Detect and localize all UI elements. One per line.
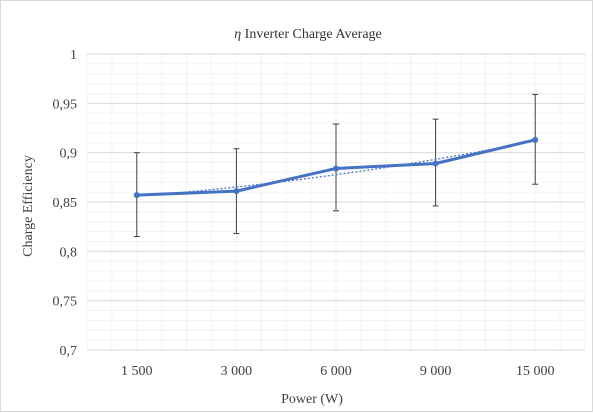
data-point — [233, 188, 240, 195]
chart-title-symbol: η — [234, 27, 241, 42]
data-point — [333, 165, 339, 172]
chart-title-rest: Inverter Charge Average — [241, 27, 382, 42]
x-tick-label: 6 000 — [320, 364, 352, 379]
y-tick-label: 0,8 — [60, 245, 78, 260]
y-tick-label: 0,75 — [53, 295, 78, 310]
y-tick-label: 0,9 — [60, 147, 78, 162]
x-axis-label: Power (W) — [281, 392, 343, 407]
x-tick-labels: 1 500 3 000 6 000 9 000 15 000 — [121, 364, 554, 379]
chart-title: η Inverter Charge Average — [234, 27, 382, 42]
y-axis-label: Charge Efficiency — [21, 155, 36, 257]
trendline-group — [136, 140, 536, 197]
y-tick-label: 1 — [70, 48, 77, 63]
data-point — [133, 192, 140, 199]
x-tick-label: 1 500 — [121, 364, 153, 379]
data-point — [432, 160, 439, 167]
data-point — [532, 136, 539, 143]
trendline — [136, 140, 536, 197]
x-tick-label: 3 000 — [221, 364, 253, 379]
y-tick-label: 0,95 — [53, 97, 78, 112]
y-tick-labels: 0,7 0,75 0,8 0,85 0,9 0,95 1 — [53, 48, 78, 359]
series-group — [133, 136, 539, 199]
x-tick-label: 9 000 — [420, 364, 452, 379]
x-tick-label: 15 000 — [516, 364, 555, 379]
y-tick-label: 0,7 — [60, 344, 78, 359]
y-tick-label: 0,85 — [53, 196, 78, 211]
